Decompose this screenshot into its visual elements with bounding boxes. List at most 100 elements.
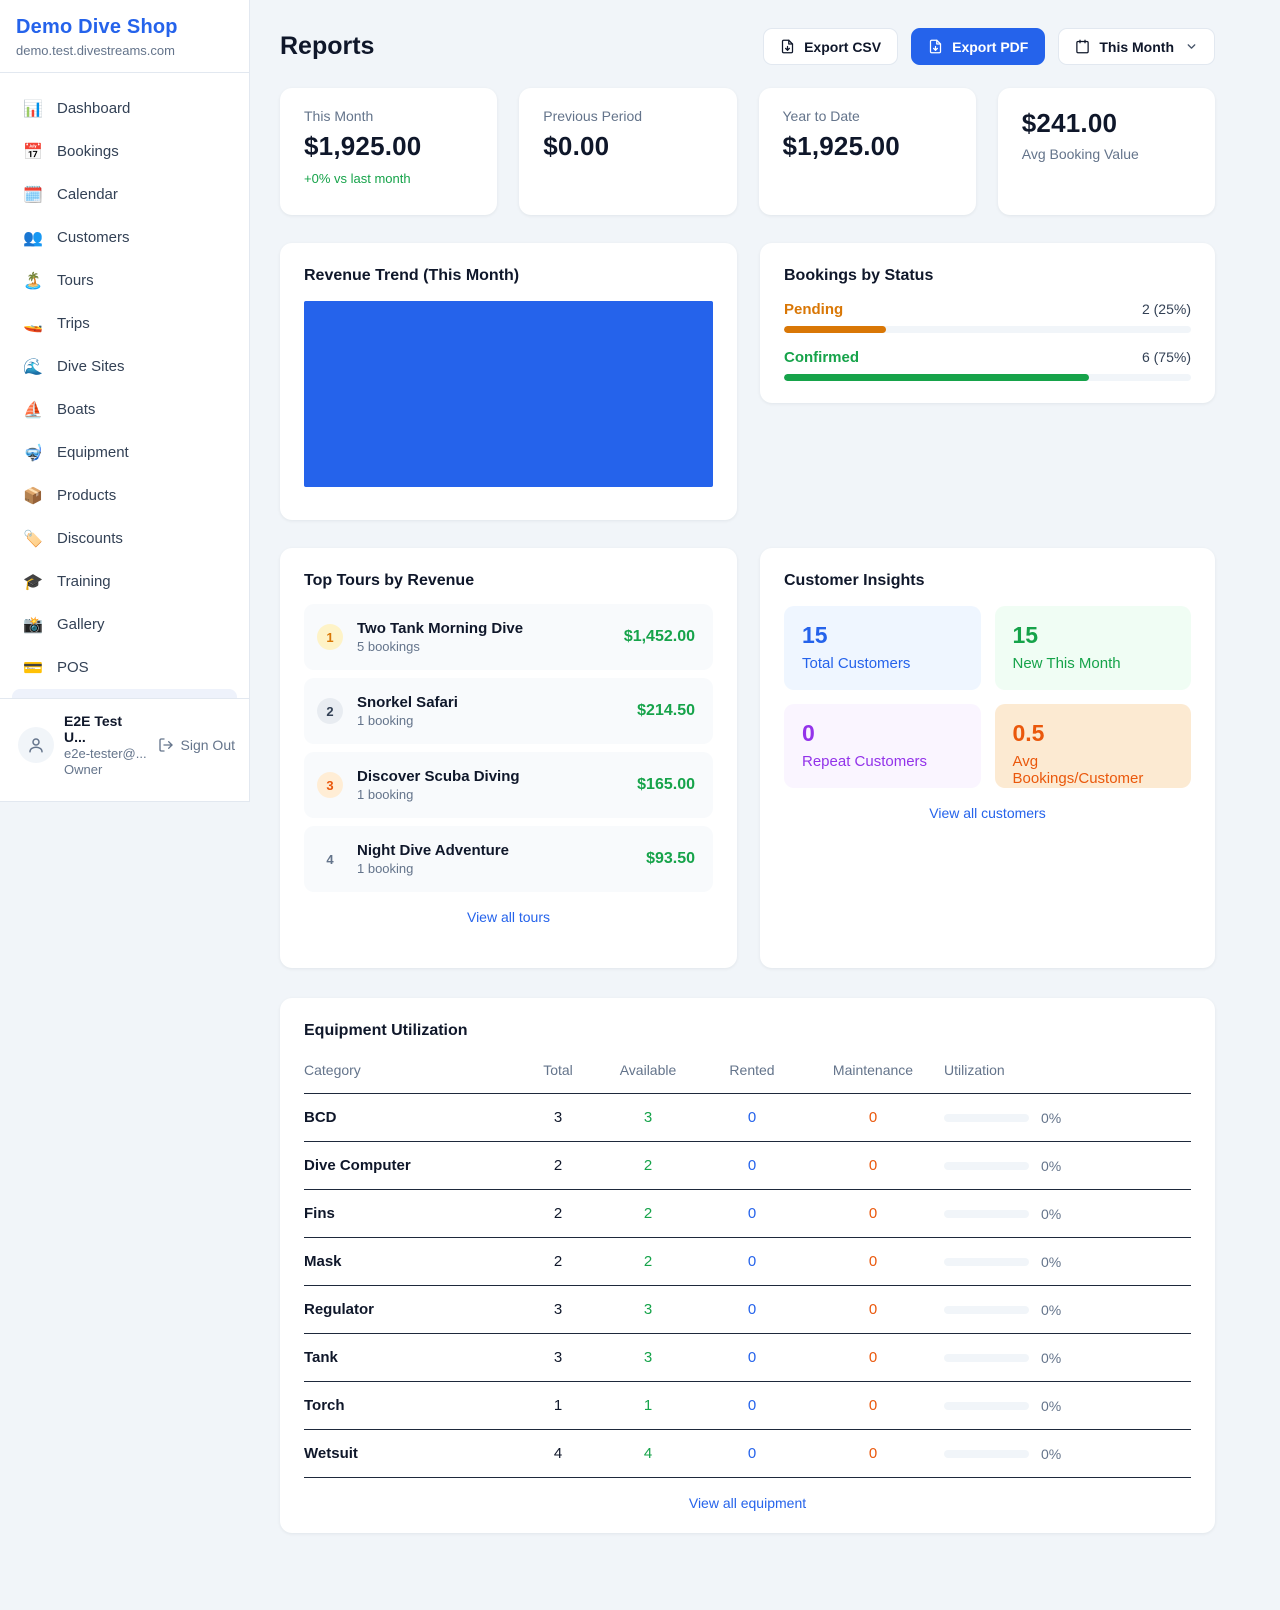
tour-row[interactable]: 4 Night Dive Adventure 1 booking $93.50 [304,826,713,892]
tile-label: Avg Bookings/Customer [1012,753,1144,787]
insights-row: Top Tours by Revenue 1 Two Tank Morning … [280,548,1215,968]
utilization-track [944,1113,1029,1122]
equipment-maintenance: 0 [868,1445,878,1462]
tile-label: Repeat Customers [802,753,928,770]
equipment-category: Tank [304,1349,338,1366]
calendar-icon: 🗓️ [23,186,43,204]
stat-value: $1,925.00 [304,131,422,161]
sidebar-item-label: Tours [57,272,94,289]
table-row: Torch 1 1 0 0 0% [304,1382,1191,1430]
table-row: Tank 3 3 0 0 0% [304,1334,1191,1382]
utilization-percent: 0% [1041,1301,1062,1318]
sign-out-button[interactable]: Sign Out [158,737,235,753]
sidebar-item-equipment[interactable]: 🤿 Equipment [12,431,237,474]
sidebar-item-discounts[interactable]: 🏷️ Discounts [12,517,237,560]
sidebar: Demo Dive Shop demo.test.divestreams.com… [0,0,250,802]
sidebar-header: Demo Dive Shop demo.test.divestreams.com [0,0,249,73]
view-all-customers-link[interactable]: View all customers [929,805,1046,821]
tour-revenue: $1,452.00 [623,628,695,645]
sidebar-item-bookings[interactable]: 📅 Bookings [12,130,237,173]
sidebar-item-label: Products [57,487,117,504]
column-header-category: Category [304,1061,361,1078]
gallery-icon: 📸 [23,616,43,634]
sidebar-item-gallery[interactable]: 📸 Gallery [12,603,237,646]
utilization-percent: 0% [1041,1157,1062,1174]
sidebar-item-dive-sites[interactable]: 🌊 Dive Sites [12,345,237,388]
sidebar-item-pos[interactable]: 💳 POS [12,646,237,689]
view-all-equipment: View all equipment [304,1495,1191,1513]
bookings-by-status-title: Bookings by Status [784,267,934,284]
export-csv-button[interactable]: Export CSV [763,28,899,65]
stat-label: Previous Period [543,108,643,124]
tile-total-customers: 15 Total Customers [784,606,981,690]
sidebar-item-dashboard[interactable]: 📊 Dashboard [12,87,237,130]
equipment-utilization-title: Equipment Utilization [304,1022,468,1039]
tour-row[interactable]: 1 Two Tank Morning Dive 5 bookings $1,45… [304,604,713,670]
stat-value: $1,925.00 [782,131,900,161]
tour-row[interactable]: 2 Snorkel Safari 1 booking $214.50 [304,678,713,744]
equipment-category: Dive Computer [304,1157,411,1174]
equipment-total: 2 [553,1157,563,1174]
equipment-available: 1 [643,1397,653,1414]
equipment-maintenance: 0 [868,1253,878,1270]
tours-icon: 🏝️ [23,272,43,290]
view-all-tours-link[interactable]: View all tours [466,909,550,925]
sidebar-item-training[interactable]: 🎓 Training [12,560,237,603]
equipment-utilization-cell: 0% [944,1398,1191,1414]
tile-label: Total Customers [802,655,911,672]
stat-card-previous-period: Previous Period $0.00 [519,88,737,215]
avatar [18,727,54,763]
sidebar-item-boats[interactable]: ⛵ Boats [12,388,237,431]
column-header-available: Available [619,1061,677,1078]
insight-tiles: 15 Total Customers 15 New This Month 0 R… [784,606,1191,788]
stat-label: Year to Date [782,108,860,124]
sidebar-item-label: Dive Sites [57,358,125,375]
header-actions: Export CSV Export PDF This Month [763,28,1215,65]
calendar-icon [1076,39,1090,54]
sidebar-item-tours[interactable]: 🏝️ Tours [12,259,237,302]
tour-row[interactable]: 3 Discover Scuba Diving 1 booking $165.0… [304,752,713,818]
trips-icon: 🚤 [23,315,43,333]
equipment-category: Mask [304,1253,342,1270]
equipment-utilization-cell: 0% [944,1110,1191,1126]
period-select[interactable]: This Month [1058,28,1215,65]
utilization-percent: 0% [1041,1253,1062,1270]
user-meta: E2E Test U... e2e-tester@... Owner [64,713,148,777]
logout-icon [158,738,173,752]
column-header-maintenance: Maintenance [832,1061,914,1078]
revenue-trend-chart [304,301,713,487]
tour-bookings: 1 booking [357,787,414,802]
utilization-track [944,1401,1029,1410]
equipment-total: 3 [553,1109,563,1126]
view-all-tours: View all tours [304,909,713,927]
sidebar-item-customers[interactable]: 👥 Customers [12,216,237,259]
stat-value: $241.00 [1021,108,1118,138]
tour-revenue: $214.50 [637,702,695,719]
sidebar-item-label: POS [57,659,89,676]
equipment-rented: 0 [747,1205,757,1222]
revenue-trend-panel: Revenue Trend (This Month) [280,243,737,520]
equipment-utilization-cell: 0% [944,1302,1191,1318]
sidebar-item-label: Equipment [57,444,129,461]
tour-revenue: $165.00 [637,776,695,793]
sidebar-item-calendar[interactable]: 🗓️ Calendar [12,173,237,216]
sidebar-item-trips[interactable]: 🚤 Trips [12,302,237,345]
sidebar-item-label: Bookings [57,143,119,160]
column-header-utilization: Utilization [944,1061,1005,1078]
tile-label: New This Month [1012,655,1121,672]
table-row: Mask 2 2 0 0 0% [304,1238,1191,1286]
sidebar-item-label: Customers [57,229,130,246]
sidebar-item-partially-scrolled[interactable] [12,689,237,698]
stat-value: $0.00 [543,131,610,161]
tile-avg-bookings: 0.5 Avg Bookings/Customer [994,704,1191,788]
sidebar-item-products[interactable]: 📦 Products [12,474,237,517]
export-pdf-button[interactable]: Export PDF [911,28,1046,65]
table-row: Regulator 3 3 0 0 0% [304,1286,1191,1334]
equipment-available: 3 [643,1349,653,1366]
column-header-rented: Rented [729,1061,775,1078]
equipment-category: BCD [304,1109,337,1126]
revenue-trend-title: Revenue Trend (This Month) [304,267,520,284]
equipment-category: Torch [304,1397,345,1414]
view-all-equipment-link[interactable]: View all equipment [688,1495,807,1511]
progress-track [784,326,1191,333]
